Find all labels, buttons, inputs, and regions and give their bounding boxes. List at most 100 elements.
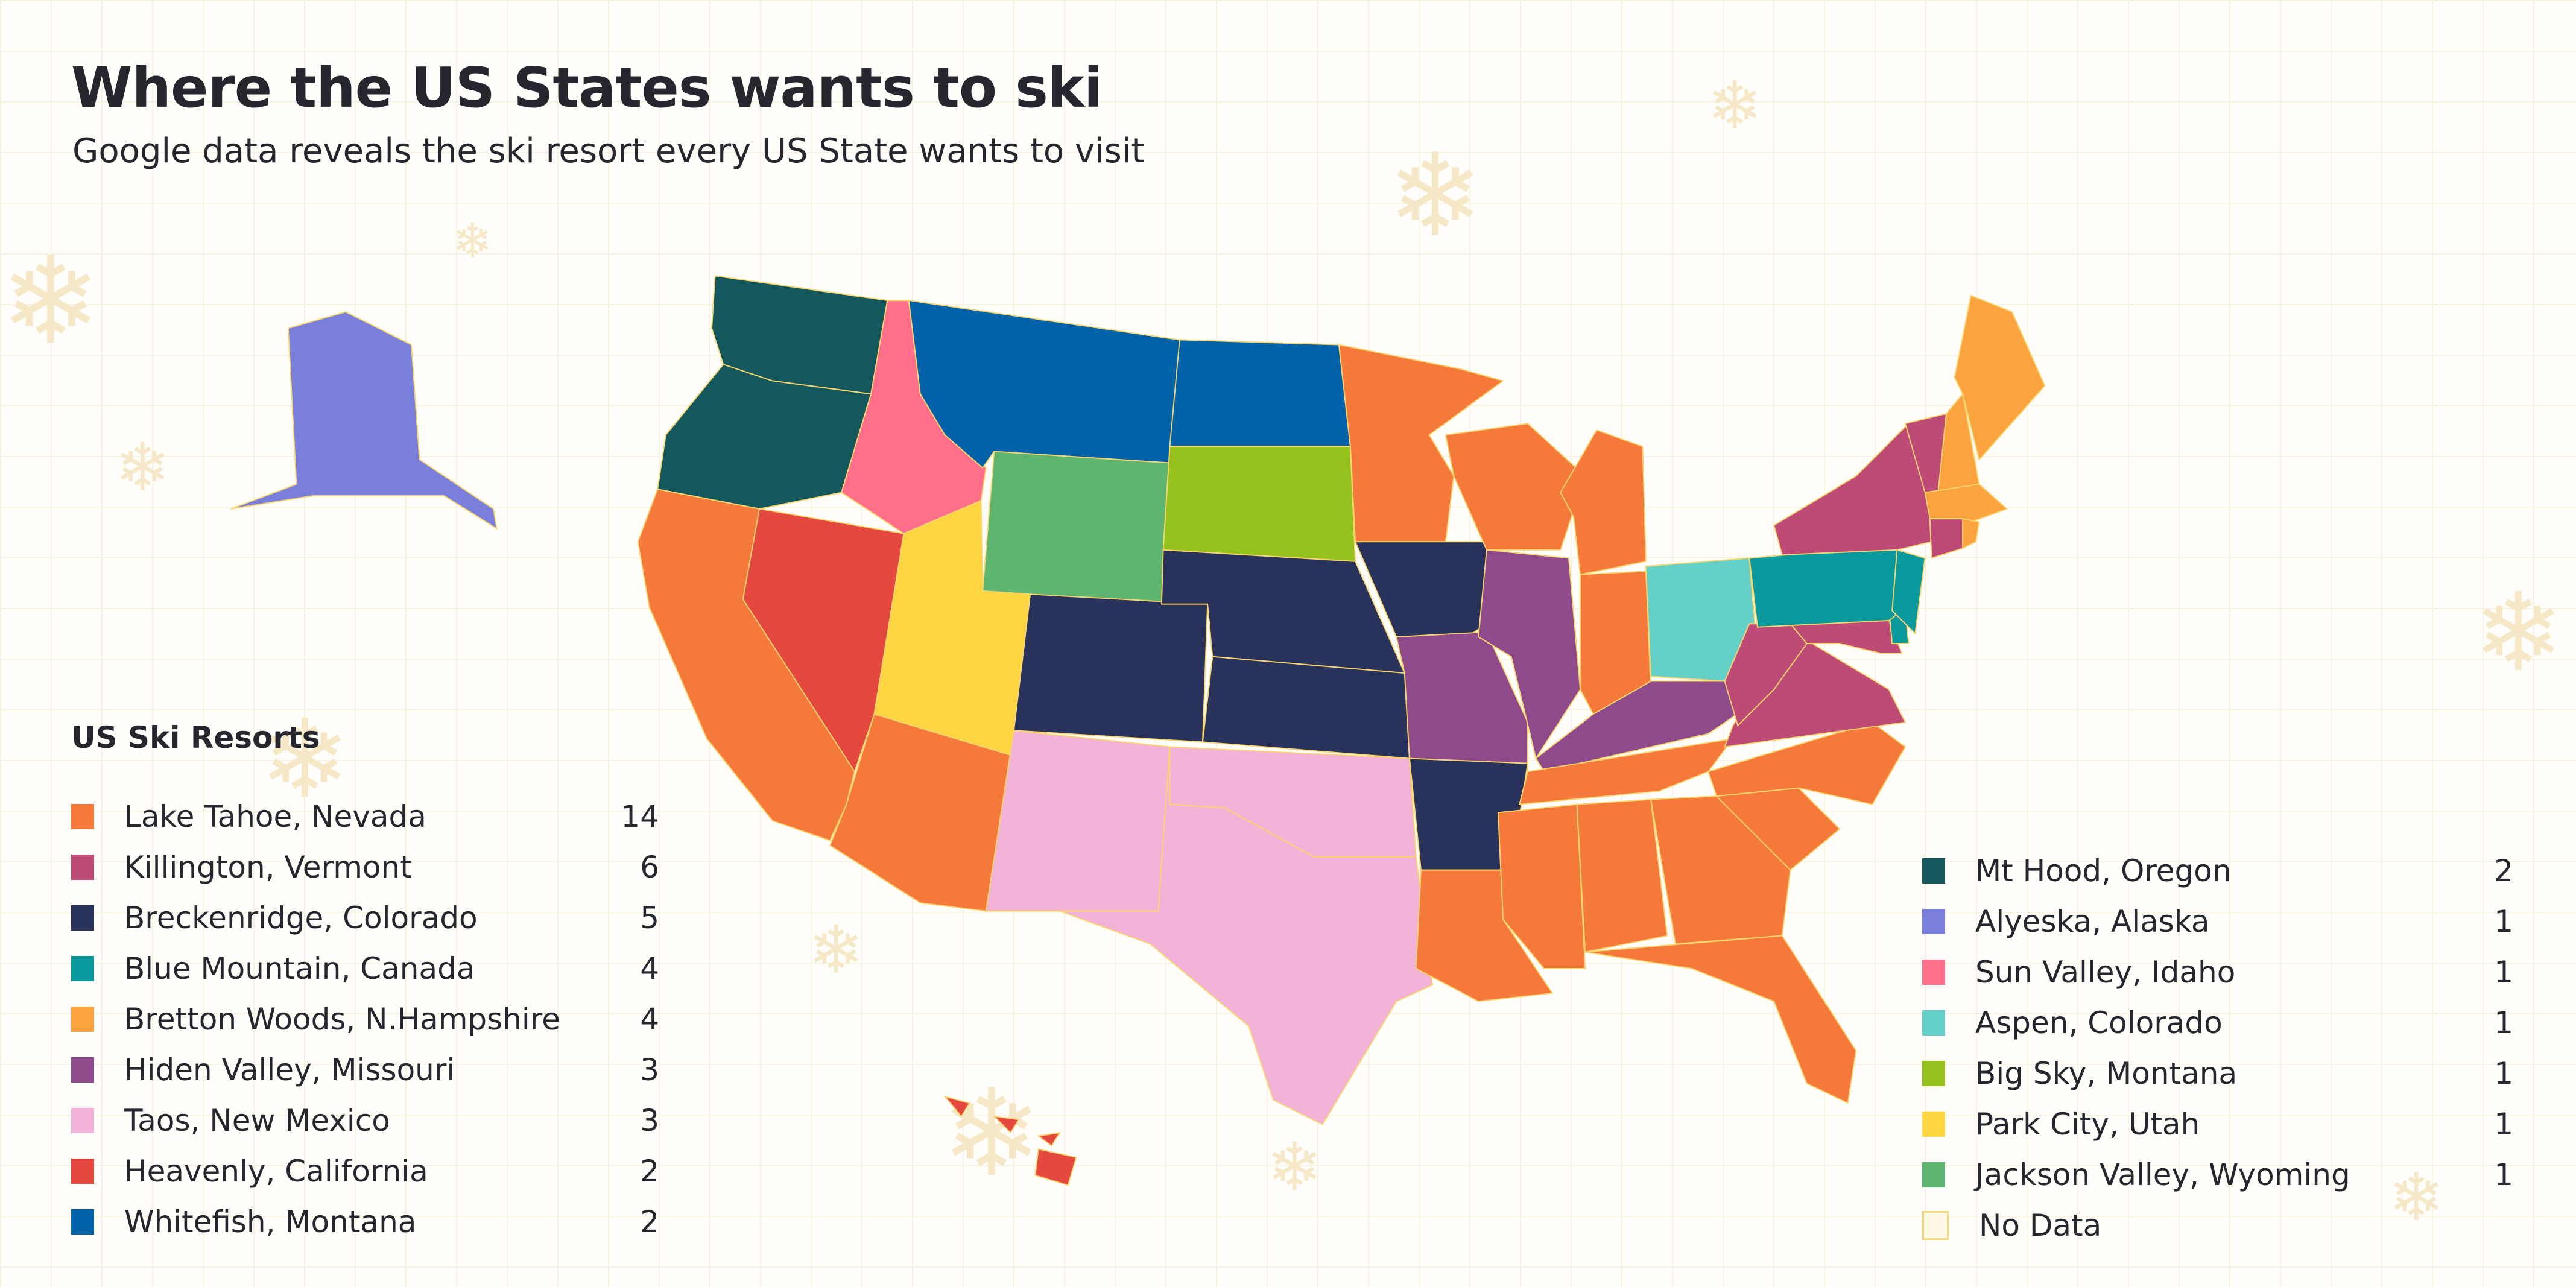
state-or[interactable]: [657, 364, 872, 510]
state-nv[interactable]: [742, 508, 905, 773]
legend-title: US Ski Resorts: [71, 720, 320, 755]
legend-item: No Data: [1922, 1200, 2513, 1251]
legend-count: 3: [640, 1052, 659, 1087]
legend-item: Lake Tahoe, Nevada 14: [71, 791, 659, 842]
page-subtitle: Google data reveals the ski resort every…: [72, 131, 1145, 171]
state-fl[interactable]: [1585, 935, 1857, 1104]
legend-count: 3: [640, 1103, 659, 1138]
legend-label: No Data: [1979, 1208, 2102, 1243]
legend-label: Blue Mountain, Canada: [124, 951, 475, 986]
legend-count: 1: [2494, 1056, 2513, 1091]
state-tn[interactable]: [1519, 738, 1735, 805]
legend-count: 4: [640, 1002, 659, 1037]
snowflake-icon: ❄: [115, 429, 171, 506]
legend-item: Whitefish, Montana 2: [71, 1197, 659, 1247]
legend-label: Sun Valley, Idaho: [1975, 955, 2236, 990]
legend-item: Taos, New Mexico 3: [71, 1095, 659, 1146]
legend-label: Park City, Utah: [1975, 1107, 2200, 1142]
legend-count: 1: [2494, 904, 2513, 939]
legend-label: Whitefish, Montana: [124, 1204, 417, 1239]
legend-swatch: [71, 1007, 94, 1032]
legend-label: Breckenridge, Colorado: [124, 900, 478, 935]
legend-item: Aspen, Colorado 1: [1922, 998, 2513, 1048]
legend-label: Hiden Valley, Missouri: [124, 1052, 455, 1087]
legend-label: Bretton Woods, N.Hampshire: [124, 1002, 560, 1037]
legend-item: Bretton Woods, N.Hampshire 4: [71, 994, 659, 1045]
legend-right: Mt Hood, Oregon 2 Alyeska, Alaska 1 Sun Vall…: [1922, 846, 2513, 1251]
state-ri[interactable]: [1962, 517, 1980, 549]
state-hi[interactable]: [1034, 1148, 1077, 1186]
snowflake-icon: ❄: [259, 697, 350, 823]
legend-label: Killington, Vermont: [124, 850, 412, 885]
legend-swatch: [71, 956, 94, 981]
legend-count: 1: [2494, 1157, 2513, 1192]
legend-swatch: [71, 1057, 94, 1083]
legend-count: 2: [2494, 853, 2513, 888]
state-al[interactable]: [1576, 798, 1668, 953]
state-ga[interactable]: [1650, 795, 1791, 945]
legend-item: Killington, Vermont 6: [71, 842, 659, 893]
legend-swatch: [71, 855, 94, 880]
legend-swatch: [71, 804, 94, 829]
state-me[interactable]: [1954, 294, 2046, 461]
legend-swatch: [71, 905, 94, 931]
state-ak[interactable]: [230, 311, 498, 530]
legend-count: 6: [640, 850, 659, 885]
state-wy[interactable]: [982, 451, 1171, 605]
legend-label: Jackson Valley, Wyoming: [1975, 1157, 2350, 1192]
legend-item: Alyeska, Alaska 1: [1922, 896, 2513, 947]
state-mi[interactable]: [1560, 429, 1647, 575]
legend-count: 1: [2494, 1107, 2513, 1142]
state-ma[interactable]: [1924, 483, 2008, 523]
legend-left: US Ski Resorts Lake Tahoe, Nevada 14 Killi…: [71, 720, 659, 1247]
legend-item: Blue Mountain, Canada 4: [71, 943, 659, 994]
snowflake-icon: ❄: [941, 1063, 1042, 1204]
legend-label: Aspen, Colorado: [1975, 1005, 2223, 1040]
state-co[interactable]: [1013, 593, 1209, 743]
state-ms[interactable]: [1497, 803, 1586, 969]
legend-swatch: [1922, 1162, 1945, 1187]
legend-swatch: [1922, 1010, 1945, 1036]
legend-item: Hiden Valley, Missouri 3: [71, 1045, 659, 1095]
legend-swatch: [71, 1159, 94, 1184]
legend-label: Taos, New Mexico: [124, 1103, 390, 1138]
legend-swatch: [71, 1209, 94, 1235]
state-hi[interactable]: [992, 1115, 1020, 1134]
state-hi[interactable]: [1037, 1131, 1062, 1147]
state-wi[interactable]: [1445, 423, 1586, 551]
snowflake-icon: ❄: [2388, 1159, 2445, 1236]
legend-swatch: [1922, 858, 1945, 884]
legend-swatch: [1922, 960, 1945, 985]
legend-count: 14: [621, 799, 659, 834]
snowflake-icon: ❄: [452, 213, 493, 269]
legend-item: Breckenridge, Colorado 5: [71, 893, 659, 943]
state-pa[interactable]: [1748, 544, 1903, 628]
snowflake-icon: ❄: [1707, 67, 1763, 144]
state-nm[interactable]: [985, 730, 1171, 912]
legend-count: 2: [640, 1204, 659, 1239]
state-ct[interactable]: [1929, 518, 1964, 559]
state-ny[interactable]: [1773, 426, 1932, 555]
snowflake-icon: ❄: [0, 231, 101, 372]
state-tx[interactable]: [1059, 747, 1434, 1125]
legend-count: 4: [640, 951, 659, 986]
snowflake-icon: ❄: [1387, 129, 1484, 262]
legend-item: Park City, Utah 1: [1922, 1099, 2513, 1149]
state-hi[interactable]: [943, 1095, 970, 1118]
legend-item: Jackson Valley, Wyoming 1: [1922, 1149, 2513, 1200]
snowflake-icon: ❄: [1267, 1128, 1323, 1206]
legend-swatch: [1922, 1061, 1945, 1086]
state-ks[interactable]: [1201, 656, 1410, 759]
legend-count: 5: [640, 900, 659, 935]
legend-label: Heavenly, California: [124, 1154, 428, 1189]
snowflake-icon: ❄: [808, 911, 864, 988]
legend-swatch: [1922, 1112, 1945, 1137]
legend-label: Mt Hood, Oregon: [1975, 853, 2232, 888]
page-title: Where the US States wants to ski: [71, 55, 1103, 120]
legend-label: Big Sky, Montana: [1975, 1056, 2238, 1091]
state-sd[interactable]: [1162, 446, 1356, 562]
legend-swatch: [1922, 1211, 1949, 1240]
state-nj[interactable]: [1891, 549, 1926, 635]
state-nd[interactable]: [1169, 339, 1351, 447]
